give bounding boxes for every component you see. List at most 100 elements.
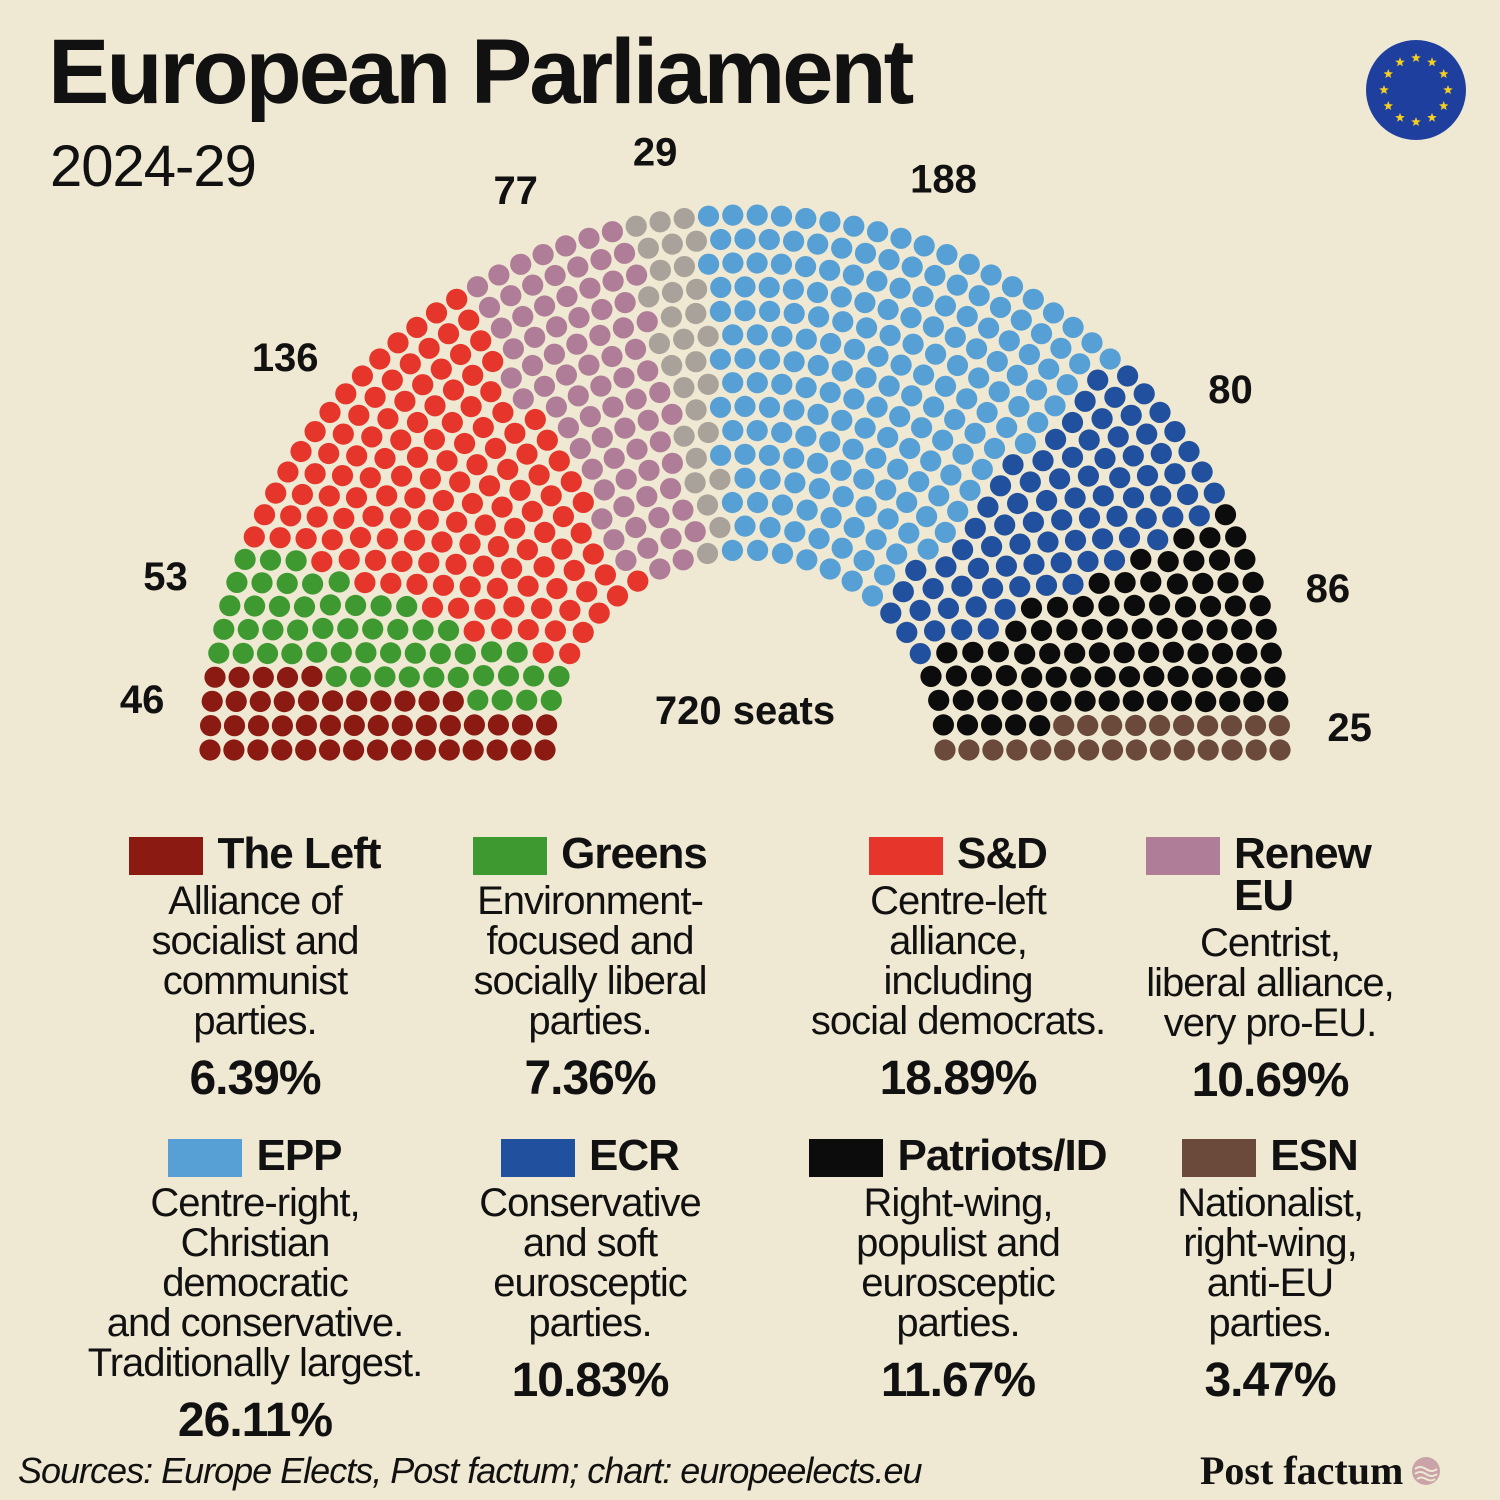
seat xyxy=(531,597,553,620)
seat xyxy=(1231,618,1253,641)
seat xyxy=(277,461,299,483)
seat xyxy=(1214,504,1237,526)
seat xyxy=(782,278,805,300)
legend-party-name: ESN xyxy=(1270,1131,1358,1180)
seat xyxy=(1136,423,1158,445)
seat xyxy=(832,486,854,508)
legend-description: Nationalist, right-wing, anti-EU parties… xyxy=(1177,1181,1364,1345)
seat xyxy=(892,581,914,603)
seat xyxy=(345,487,368,509)
seat xyxy=(1177,483,1199,506)
seat xyxy=(877,426,899,449)
legend-party-name: Greens xyxy=(561,829,708,878)
seat xyxy=(865,447,887,469)
seat xyxy=(559,643,581,665)
seat xyxy=(1114,572,1136,594)
seat xyxy=(649,431,671,453)
page-title: European Parliament xyxy=(48,21,914,123)
seat xyxy=(591,426,613,449)
seat xyxy=(901,385,923,407)
seat xyxy=(487,714,509,736)
seat xyxy=(807,403,829,425)
seat xyxy=(1157,551,1179,573)
seat xyxy=(819,381,841,404)
seat xyxy=(463,620,485,642)
seat xyxy=(1032,450,1054,472)
seat xyxy=(759,468,781,490)
seat xyxy=(976,401,998,424)
seat xyxy=(878,375,900,397)
seat xyxy=(406,316,428,338)
seat xyxy=(1133,383,1155,405)
seat xyxy=(649,211,671,233)
seat xyxy=(1050,552,1072,574)
seat xyxy=(540,689,562,711)
seat xyxy=(1150,485,1172,507)
seat xyxy=(482,350,504,373)
seat xyxy=(295,528,317,550)
seat xyxy=(318,442,340,465)
seat xyxy=(306,641,328,663)
seat xyxy=(1216,666,1238,689)
legend-item: ECR Conservative and soft eurosceptic par… xyxy=(420,1134,760,1405)
seat xyxy=(291,483,313,506)
seat xyxy=(1081,332,1103,354)
seat xyxy=(697,421,719,444)
legend-description: Alliance of socialist and communist part… xyxy=(151,879,359,1043)
seat xyxy=(555,235,577,257)
seat xyxy=(734,395,756,417)
seat xyxy=(237,618,259,641)
seat xyxy=(1005,620,1027,642)
seat xyxy=(900,307,922,329)
seat xyxy=(854,292,876,314)
seat-count-label: 188 xyxy=(910,158,977,202)
seat xyxy=(425,302,448,324)
seat xyxy=(698,253,720,275)
seat xyxy=(951,575,973,597)
seat xyxy=(1167,665,1189,688)
seat xyxy=(1081,618,1103,641)
seat xyxy=(1130,548,1152,571)
seat xyxy=(1178,440,1200,463)
seat xyxy=(771,325,793,347)
seat xyxy=(436,450,458,472)
seat xyxy=(636,311,658,333)
seat xyxy=(276,572,298,595)
seat xyxy=(391,550,413,573)
seat xyxy=(660,306,683,328)
seat xyxy=(442,690,464,712)
seat xyxy=(783,302,805,325)
seat xyxy=(987,641,1010,663)
seat xyxy=(946,354,969,377)
seat xyxy=(544,620,567,642)
post-factum-logo-icon xyxy=(1412,1456,1441,1485)
seat xyxy=(909,599,931,622)
seat xyxy=(473,555,495,577)
seat xyxy=(867,345,889,368)
seat xyxy=(458,309,480,331)
seat xyxy=(917,538,939,560)
seat xyxy=(982,739,1004,761)
legend-swatch xyxy=(473,837,548,875)
seat xyxy=(355,642,377,664)
seat xyxy=(1150,442,1172,465)
seat xyxy=(709,468,731,490)
seat xyxy=(582,543,604,565)
legend-swatch xyxy=(869,837,944,875)
seat xyxy=(281,643,303,665)
seat xyxy=(901,256,923,278)
seat xyxy=(1029,715,1051,737)
seat xyxy=(896,491,918,513)
seat xyxy=(867,221,889,243)
seat xyxy=(1072,595,1094,618)
seat xyxy=(843,516,865,539)
seat xyxy=(980,264,1002,286)
seat xyxy=(795,207,817,230)
seat xyxy=(504,517,526,539)
seat xyxy=(201,690,223,712)
seat xyxy=(540,485,562,507)
seat xyxy=(478,475,501,497)
seat xyxy=(624,338,647,360)
seat xyxy=(346,445,368,467)
seat xyxy=(673,207,695,230)
